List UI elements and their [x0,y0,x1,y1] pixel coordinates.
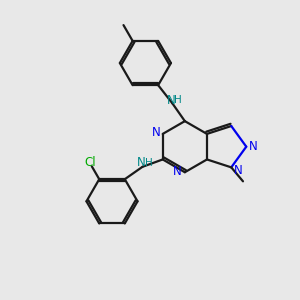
Text: H: H [174,95,182,105]
Text: Cl: Cl [84,156,96,169]
Text: N: N [233,164,242,176]
Text: N: N [173,165,182,178]
Text: N: N [152,126,161,139]
Text: H: H [145,158,152,168]
Text: N: N [167,94,175,107]
Text: N: N [249,140,258,152]
Text: N: N [137,156,146,170]
